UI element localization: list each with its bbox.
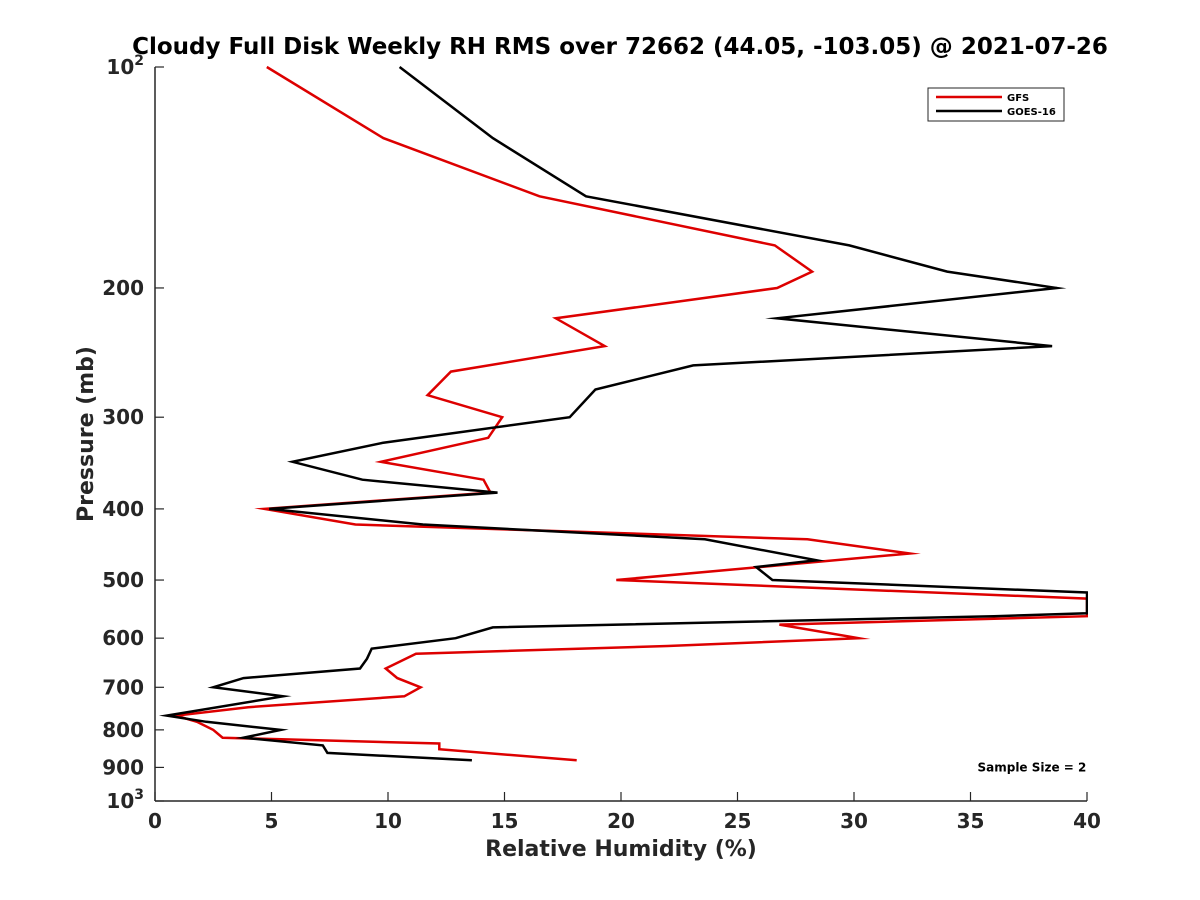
x-tick-label: 30 — [840, 809, 868, 833]
y-tick-label: 102 — [106, 53, 144, 79]
y-tick-label: 900 — [102, 755, 144, 779]
sample-size-annotation: Sample Size = 2 — [977, 760, 1086, 774]
series-layer — [158, 65, 1088, 762]
y-tick-label: 800 — [102, 718, 144, 742]
x-tick-label: 20 — [607, 809, 635, 833]
legend-label-goes16: GOES-16 — [1007, 107, 1056, 118]
y-tick-label: 400 — [102, 497, 144, 521]
y-tick-label: 600 — [102, 626, 144, 650]
x-tick-label: 15 — [491, 809, 519, 833]
x-tick-label: 10 — [374, 809, 402, 833]
y-tick-label: 300 — [102, 405, 144, 429]
x-ticks: 0 5 10 15 20 25 30 35 40 — [148, 792, 1101, 833]
y-tick-label: 500 — [102, 568, 144, 592]
chart-title: Cloudy Full Disk Weekly RH RMS over 7266… — [132, 34, 1108, 60]
x-tick-label: 25 — [724, 809, 752, 833]
series-line-goes16 — [158, 66, 1088, 762]
legend-label-gfs: GFS — [1007, 93, 1029, 104]
legend-box — [927, 87, 1065, 122]
legend: GFS GOES-16 — [927, 87, 1065, 122]
x-tick-label: 0 — [148, 809, 162, 833]
x-tick-label: 40 — [1073, 809, 1101, 833]
x-axis-label: Relative Humidity (%) — [485, 837, 757, 862]
y-tick-label: 200 — [102, 276, 144, 300]
y-tick-label: 700 — [102, 675, 144, 699]
y-axis-label: Pressure (mb) — [74, 346, 99, 522]
y-ticks: 102 200 300 400 500 600 700 800 900 103 — [102, 53, 164, 813]
x-tick-label: 5 — [265, 809, 279, 833]
x-tick-label: 35 — [957, 809, 985, 833]
y-tick-label: 103 — [106, 787, 144, 813]
